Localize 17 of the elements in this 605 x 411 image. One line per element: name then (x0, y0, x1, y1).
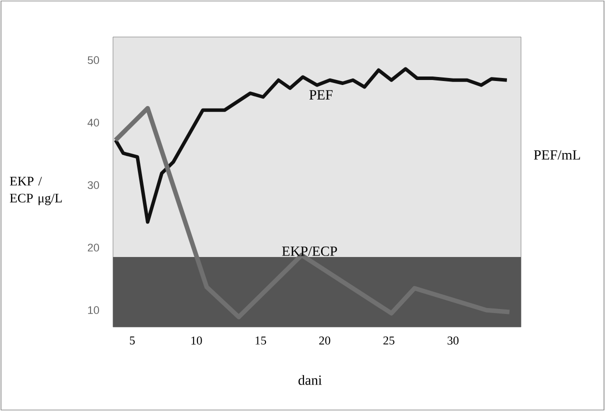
line-series (114, 67, 509, 224)
x-tick-label: 15 (256, 336, 266, 345)
x-tick-label: 20 (319, 336, 330, 345)
x-tick-label: 5 (130, 336, 135, 344)
series-label: PEF (309, 90, 333, 100)
y2-axis-title: PEF/mL (534, 150, 580, 160)
x-tick-label: 30 (448, 336, 459, 345)
y-tick-label: 40 (88, 118, 100, 126)
y-tick-label: 30 (88, 181, 100, 190)
y-tick-label: 10 (88, 306, 100, 314)
x-tick-label: 25 (383, 336, 394, 345)
x-tick-label: 10 (191, 336, 202, 345)
series-label: EKP/ECP (282, 246, 337, 256)
x-axis-title: dani (298, 375, 322, 385)
y-tick-label: 20 (88, 244, 100, 252)
y-tick-label: 50 (88, 56, 100, 64)
y-axis-title: EKP / ECP μg/L (10, 176, 62, 206)
